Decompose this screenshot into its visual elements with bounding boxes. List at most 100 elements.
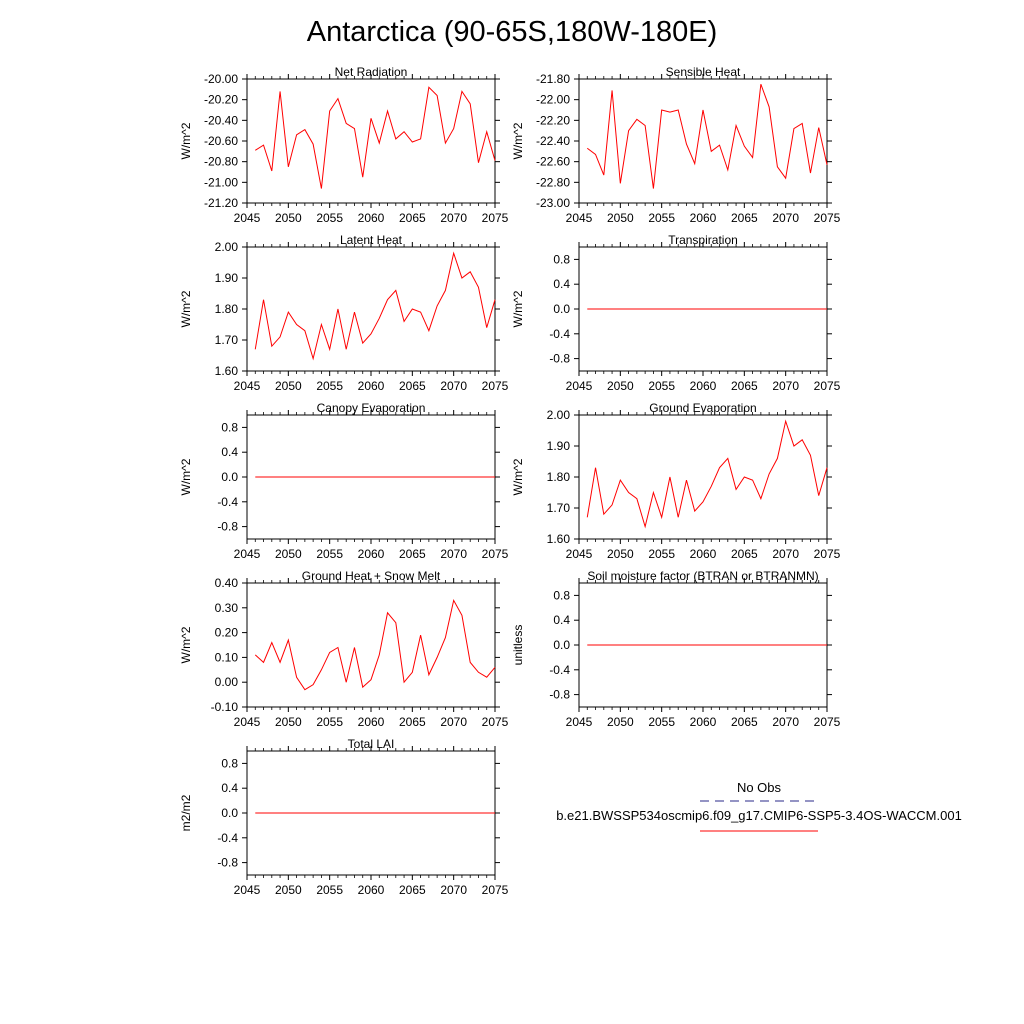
y-tick-label: -0.8 xyxy=(549,688,570,702)
legend: No Obs b.e21.BWSSP534oscmip6.f09_g17.CMI… xyxy=(556,780,962,832)
panel-latent-heat: Latent Heat W/m^2 2.00 1.90 1.80 1.70 1.602045… xyxy=(179,233,509,393)
x-tick-label: 2060 xyxy=(690,379,717,393)
y-axis-label: W/m^2 xyxy=(511,290,525,327)
panel-title: Total LAI xyxy=(348,737,395,751)
x-tick-label: 2065 xyxy=(731,211,758,225)
x-tick-label: 2055 xyxy=(648,715,675,729)
y-tick-label: 0.4 xyxy=(221,781,238,795)
panel-title: Ground Heat + Snow Melt xyxy=(302,569,441,583)
x-tick-label: 2065 xyxy=(731,379,758,393)
panel-title: Transpiration xyxy=(668,233,738,247)
y-tick-label: 2.00 xyxy=(215,240,239,254)
x-tick-label: 2045 xyxy=(234,211,261,225)
x-tick-label: 2050 xyxy=(275,211,302,225)
y-tick-label: 0.00 xyxy=(215,675,239,689)
x-tick-label: 2055 xyxy=(648,547,675,561)
y-tick-label: -22.20 xyxy=(536,113,570,127)
y-tick-label: -21.20 xyxy=(204,196,238,210)
y-tick-label: -20.40 xyxy=(204,113,238,127)
y-tick-label: -0.4 xyxy=(549,327,570,341)
series-line xyxy=(254,251,496,361)
y-tick-label: 0.30 xyxy=(215,601,239,615)
y-tick-label: -22.60 xyxy=(536,155,570,169)
panel-soil-moisture-factor-btran-or-btranmn: Soil moisture factor (BTRAN or BTRANMN) u… xyxy=(511,569,841,729)
y-tick-label: 0.4 xyxy=(553,277,570,291)
x-tick-label: 2045 xyxy=(566,211,593,225)
y-tick-label: -0.8 xyxy=(217,520,238,534)
y-axis-label: W/m^2 xyxy=(511,458,525,495)
y-tick-label: -20.80 xyxy=(204,155,238,169)
x-tick-label: 2065 xyxy=(399,211,426,225)
x-tick-label: 2075 xyxy=(814,547,841,561)
y-tick-label: -0.4 xyxy=(549,663,570,677)
x-tick-label: 2050 xyxy=(607,379,634,393)
plot-frame xyxy=(246,582,496,708)
x-tick-label: 2070 xyxy=(440,547,467,561)
x-tick-label: 2075 xyxy=(814,715,841,729)
x-tick-label: 2045 xyxy=(566,379,593,393)
y-tick-label: 1.60 xyxy=(547,532,571,546)
y-tick-label: 0.4 xyxy=(221,445,238,459)
x-tick-label: 2075 xyxy=(482,211,509,225)
series-line xyxy=(586,83,828,189)
y-tick-label: -20.20 xyxy=(204,93,238,107)
panel-transpiration: Transpiration W/m^2 0.8 0.4 0.0 -0.4 -0.8 2045 2… xyxy=(511,233,841,393)
x-tick-label: 2070 xyxy=(772,547,799,561)
x-tick-label: 2070 xyxy=(440,211,467,225)
x-tick-label: 2060 xyxy=(358,211,385,225)
x-tick-label: 2070 xyxy=(772,379,799,393)
y-tick-label: 0.0 xyxy=(553,302,570,316)
x-tick-label: 2055 xyxy=(316,547,343,561)
y-tick-label: -20.00 xyxy=(204,72,238,86)
y-tick-label: -22.40 xyxy=(536,134,570,148)
x-tick-label: 2055 xyxy=(316,211,343,225)
x-tick-label: 2050 xyxy=(275,883,302,897)
y-tick-label: -0.4 xyxy=(217,831,238,845)
x-tick-label: 2065 xyxy=(399,547,426,561)
panel-title: Sensible Heat xyxy=(666,65,741,79)
x-tick-label: 2050 xyxy=(607,211,634,225)
plot-frame xyxy=(246,78,496,204)
x-tick-label: 2065 xyxy=(399,715,426,729)
y-axis-label: W/m^2 xyxy=(179,626,193,663)
x-tick-label: 2070 xyxy=(440,379,467,393)
panel-title: Soil moisture factor (BTRAN or BTRANMN) xyxy=(587,569,818,583)
y-tick-label: 0.10 xyxy=(215,650,239,664)
y-axis-label: W/m^2 xyxy=(179,290,193,327)
x-tick-label: 2070 xyxy=(440,715,467,729)
series-line xyxy=(255,86,496,189)
legend-obs-label: No Obs xyxy=(737,780,782,795)
x-tick-label: 2075 xyxy=(482,883,509,897)
x-tick-label: 2055 xyxy=(648,211,675,225)
x-tick-label: 2050 xyxy=(275,715,302,729)
x-tick-label: 2045 xyxy=(234,715,261,729)
x-tick-label: 2055 xyxy=(316,715,343,729)
x-tick-label: 2065 xyxy=(731,547,758,561)
x-tick-label: 2060 xyxy=(358,715,385,729)
x-tick-label: 2075 xyxy=(814,379,841,393)
x-tick-label: 2055 xyxy=(648,379,675,393)
panel-total-lai: Total LAI m2/m2 0.8 0.4 0.0 -0.4 -0.8 2045 2050 2… xyxy=(179,737,509,897)
x-tick-label: 2050 xyxy=(607,715,634,729)
series-line xyxy=(586,419,828,529)
x-tick-label: 2065 xyxy=(399,883,426,897)
y-tick-label: 0.20 xyxy=(215,626,239,640)
y-tick-label: 2.00 xyxy=(547,408,571,422)
legend-model-label: b.e21.BWSSP534oscmip6.f09_g17.CMIP6-SSP5… xyxy=(556,808,962,823)
x-tick-label: 2060 xyxy=(358,379,385,393)
panel-ground-heat-snow-melt: Ground Heat + Snow Melt W/m^2 0.40 0.30 0.20… xyxy=(179,569,509,729)
x-tick-label: 2060 xyxy=(690,547,717,561)
x-tick-label: 2050 xyxy=(275,379,302,393)
y-tick-label: -0.10 xyxy=(211,700,239,714)
panel-title: Net Radiation xyxy=(335,65,408,79)
panel-title: Canopy Evaporation xyxy=(317,401,426,415)
y-tick-label: -23.00 xyxy=(536,196,570,210)
y-tick-label: -0.8 xyxy=(549,352,570,366)
x-tick-label: 2070 xyxy=(440,883,467,897)
panel-title: Latent Heat xyxy=(340,233,403,247)
panel-title: Ground Evaporation xyxy=(649,401,756,415)
y-tick-label: 1.80 xyxy=(547,470,571,484)
x-tick-label: 2065 xyxy=(731,715,758,729)
y-axis-label: W/m^2 xyxy=(179,458,193,495)
y-tick-label: 1.70 xyxy=(215,333,239,347)
